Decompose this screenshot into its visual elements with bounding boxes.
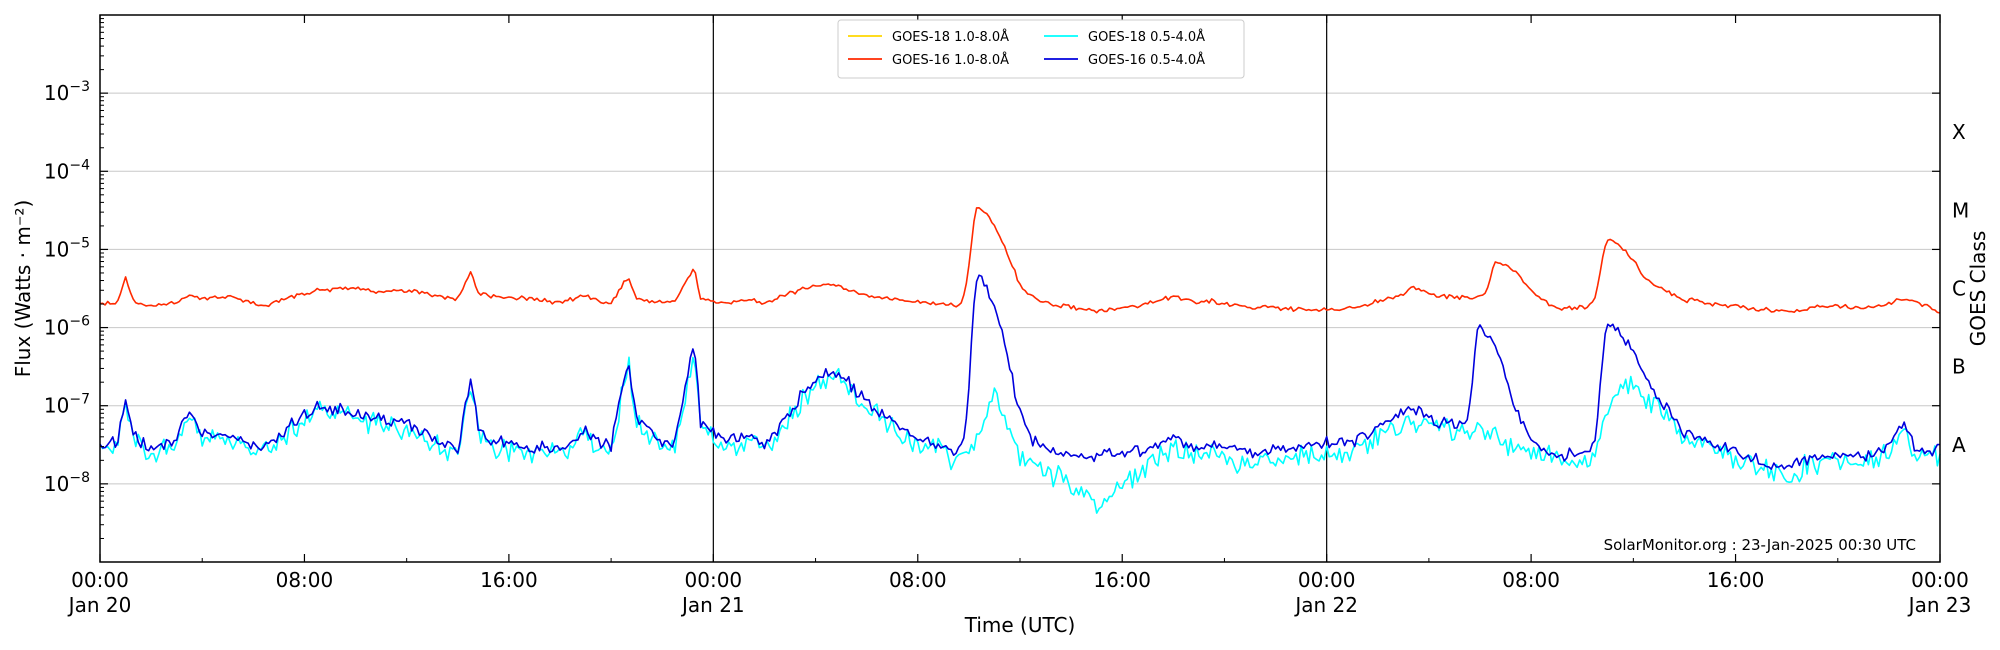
x-tick-date-label: Jan 23 bbox=[1907, 593, 1972, 617]
goes-class-label: A bbox=[1952, 433, 1966, 457]
credit-text: SolarMonitor.org : 23-Jan-2025 00:30 UTC bbox=[1604, 536, 1916, 554]
legend: GOES-18 1.0-8.0Å GOES-16 1.0-8.0Å GOES-18 … bbox=[837, 19, 1245, 79]
grid-lines bbox=[100, 92, 1940, 485]
series-line-goes-18-0-5-4-0- bbox=[99, 356, 1941, 514]
day-boundaries bbox=[712, 15, 1328, 562]
goes-class-label: M bbox=[1952, 198, 1969, 222]
legend-box bbox=[837, 19, 1245, 79]
y-tick-label: 10−3 bbox=[44, 79, 90, 105]
y-axis-title: Flux (Watts · m⁻²) bbox=[11, 200, 35, 378]
series-line-goes-16-0-5-4-0- bbox=[99, 274, 1941, 470]
y-tick-label: 10−6 bbox=[44, 314, 90, 340]
plot-frame bbox=[99, 14, 1941, 563]
x-tick-date-label: Jan 21 bbox=[680, 593, 745, 617]
goes-class-label: X bbox=[1952, 120, 1966, 144]
x-tick-label: 16:00 bbox=[1093, 568, 1151, 592]
goes-class-labels: A B C M X bbox=[1952, 120, 1969, 457]
x-tick-date-label: Jan 20 bbox=[67, 593, 132, 617]
legend-label: GOES-18 0.5-4.0Å bbox=[1088, 29, 1205, 45]
x-tick-label: 00:00 bbox=[1911, 568, 1969, 592]
y-tick-label: 10−7 bbox=[44, 392, 90, 418]
x-tick-label: 00:00 bbox=[71, 568, 129, 592]
x-tick-label: 08:00 bbox=[276, 568, 334, 592]
x-tick-label: 16:00 bbox=[480, 568, 538, 592]
y-axis-ticks: 10−8 10−7 10−6 10−5 10−4 10−3 bbox=[44, 18, 1940, 539]
legend-label: GOES-16 0.5-4.0Å bbox=[1088, 52, 1205, 68]
goes-class-label: B bbox=[1952, 355, 1966, 379]
y-tick-label: 10−4 bbox=[44, 157, 90, 183]
legend-label: GOES-16 1.0-8.0Å bbox=[892, 52, 1009, 68]
y-tick-label: 10−5 bbox=[44, 235, 90, 261]
x-tick-date-label: Jan 22 bbox=[1293, 593, 1358, 617]
x-tick-label: 08:00 bbox=[1502, 568, 1560, 592]
x-tick-label: 00:00 bbox=[685, 568, 743, 592]
series-line-goes-16-1-0-8-0- bbox=[99, 207, 1941, 314]
x-axis-title: Time (UTC) bbox=[964, 613, 1076, 637]
goes-class-label: C bbox=[1952, 277, 1966, 301]
x-tick-label: 16:00 bbox=[1707, 568, 1765, 592]
x-tick-label: 08:00 bbox=[889, 568, 947, 592]
series-lines bbox=[99, 207, 1941, 514]
right-axis-title: GOES Class bbox=[1966, 231, 1990, 347]
legend-label: GOES-18 1.0-8.0Å bbox=[892, 29, 1009, 45]
y-tick-label: 10−8 bbox=[44, 470, 90, 496]
x-tick-label: 00:00 bbox=[1298, 568, 1356, 592]
